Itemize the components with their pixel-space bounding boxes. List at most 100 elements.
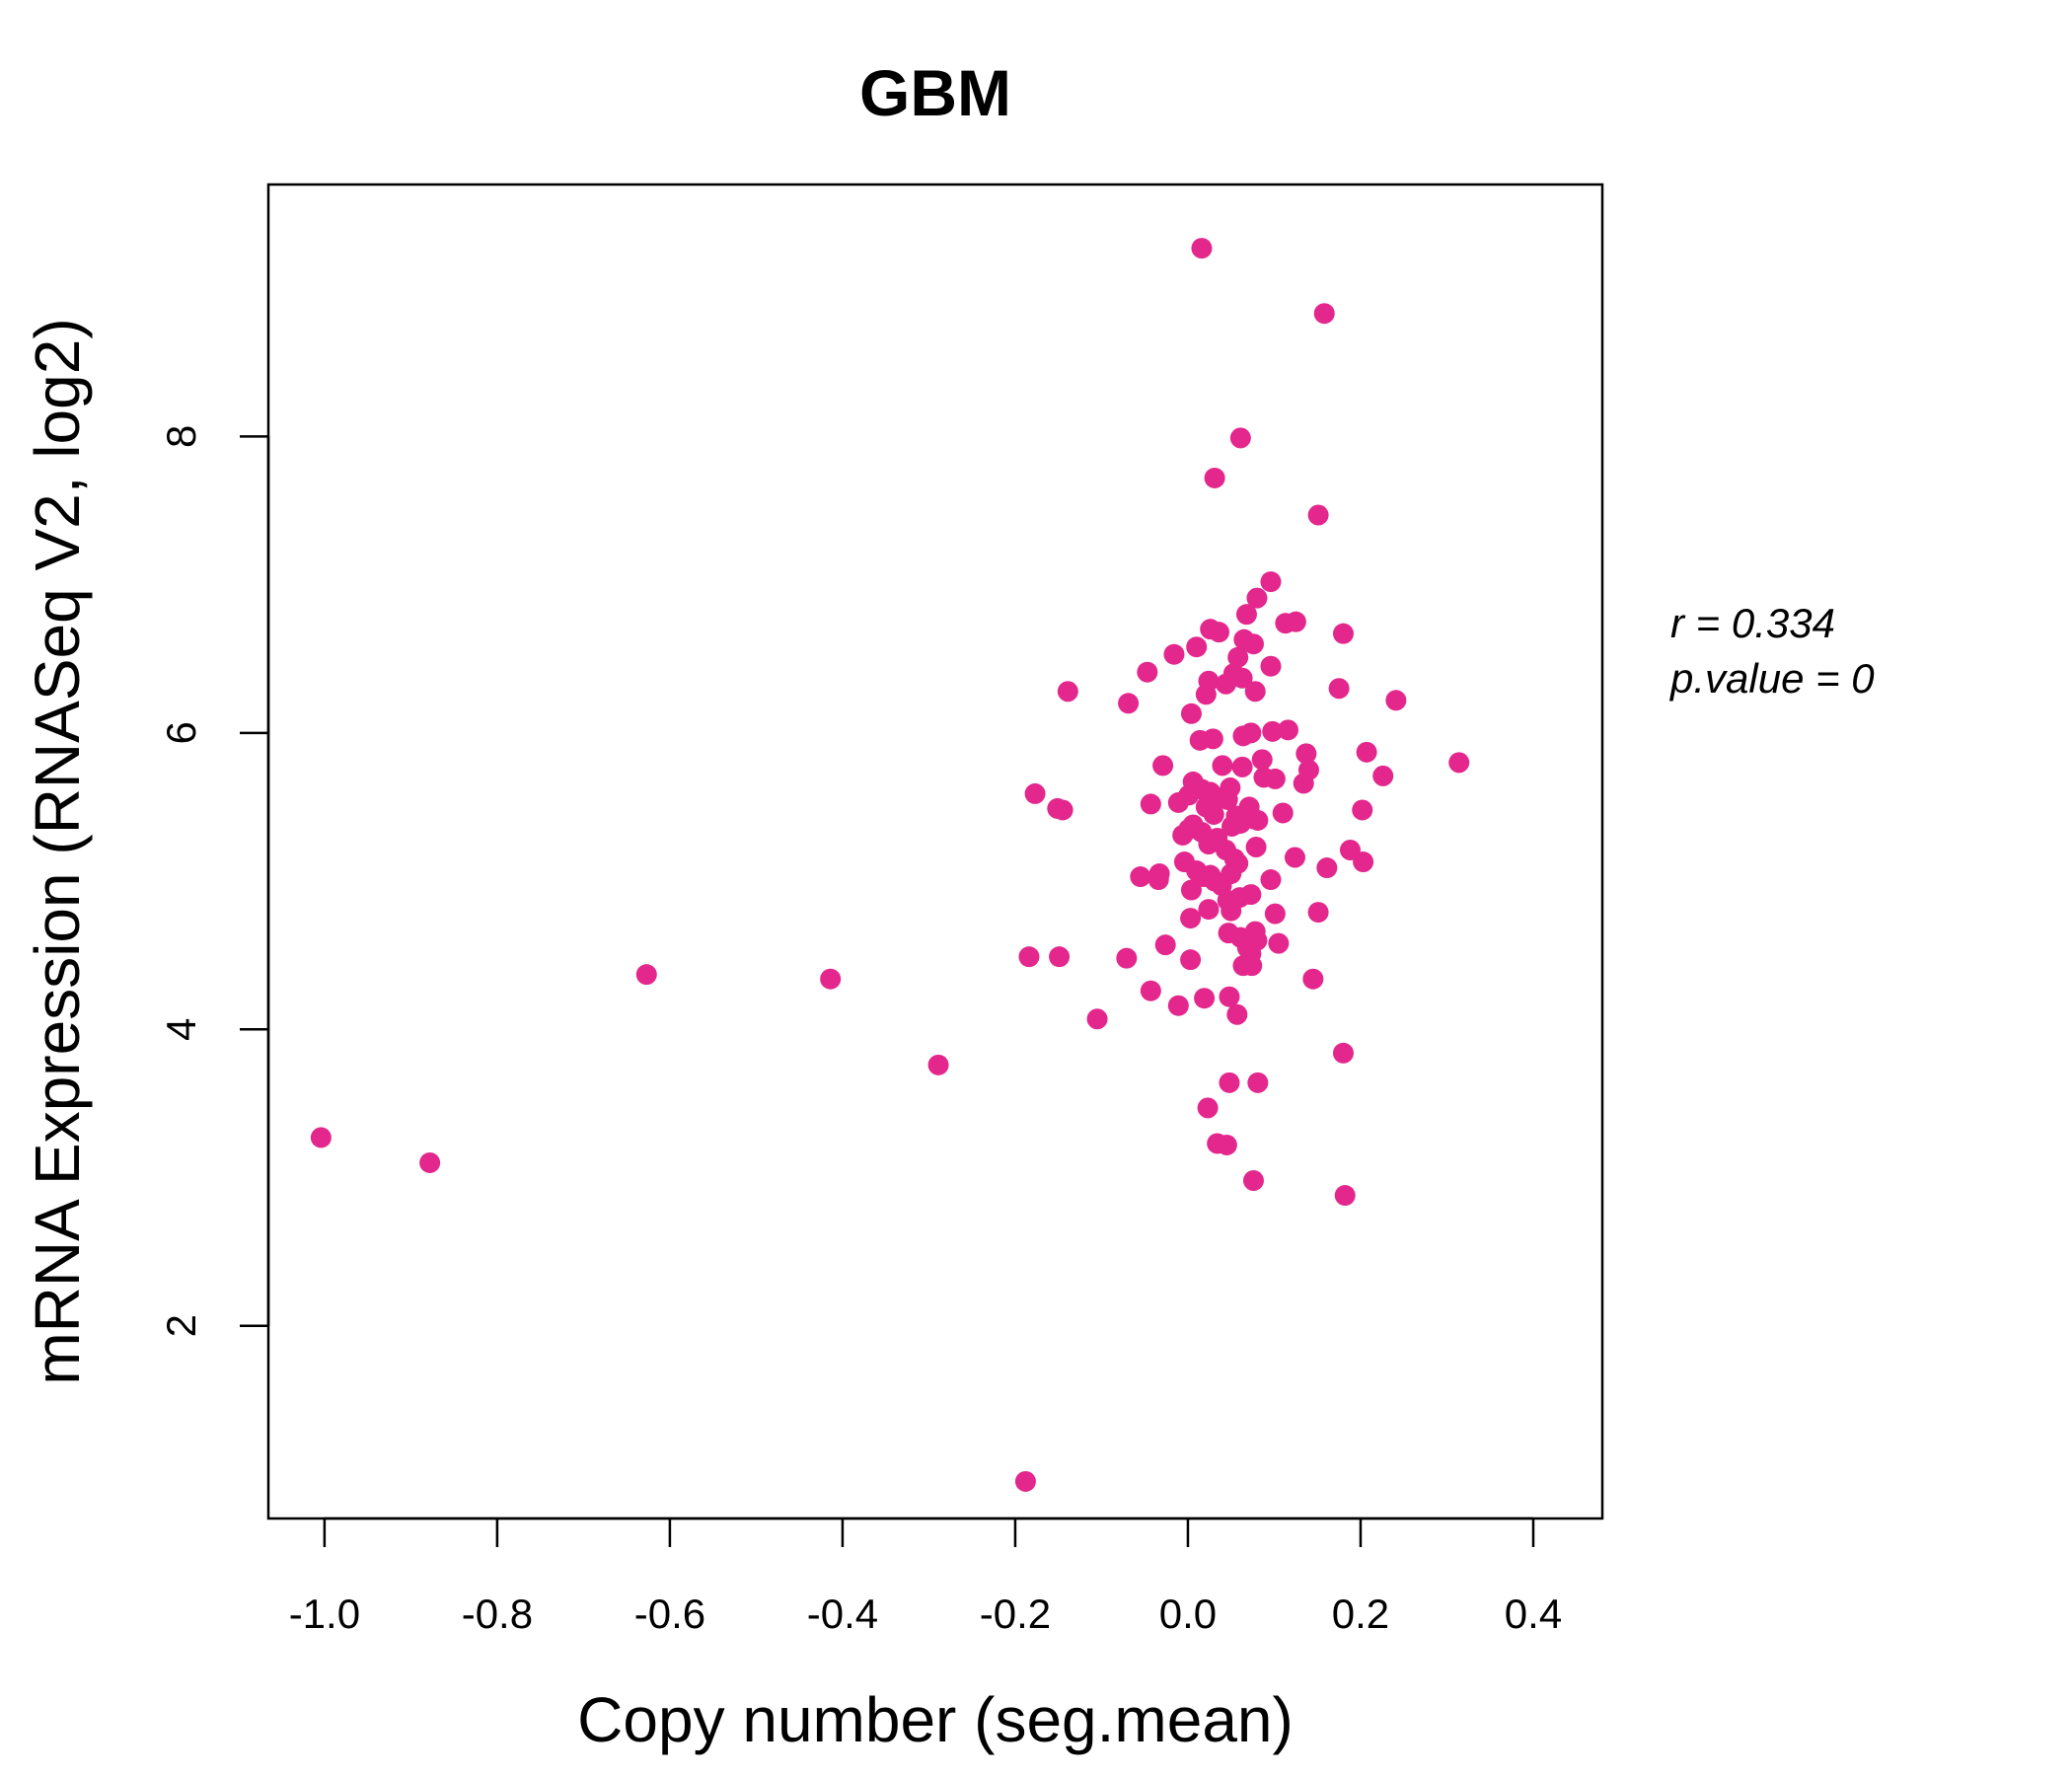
data-point [1334,1185,1356,1207]
data-point [1356,741,1377,763]
data-point [1212,755,1233,777]
data-point [1204,467,1225,488]
data-point [1049,946,1071,968]
data-point [1247,809,1269,831]
data-point [1242,1169,1264,1191]
data-point [1152,755,1174,777]
data-point [1332,623,1354,644]
data-point [1260,571,1282,593]
data-point [1284,847,1305,868]
data-point [1272,802,1294,824]
data-point [1217,788,1238,810]
x-tick-label: 0.2 [1332,1591,1389,1637]
data-point [1262,720,1284,742]
data-point [1232,725,1254,747]
data-point [1264,903,1286,925]
data-point [1226,1003,1248,1025]
x-axis-label: Copy number (seg.mean) [577,1684,1294,1755]
chart-title: GBM [859,56,1011,129]
data-point [1316,857,1338,879]
data-point [1307,902,1329,924]
x-tick-label: -1.0 [289,1591,360,1637]
data-point [1251,749,1273,771]
data-point [1057,681,1078,703]
data-point [1167,995,1189,1016]
data-point [1328,678,1350,700]
data-point [1313,303,1335,325]
plot-frame [266,183,1604,1520]
data-point [310,1127,332,1148]
data-point [1180,908,1202,929]
correlation-label: r = 0.334 [1670,600,1835,646]
data-point [1352,799,1373,821]
data-point [1208,622,1229,643]
data-point [1244,681,1266,703]
data-point [1137,661,1158,683]
data-point [1140,980,1161,1001]
data-point [1024,782,1046,804]
data-point [1167,791,1189,813]
data-point [1372,765,1394,786]
data-point [1154,934,1176,956]
data-point [1198,899,1220,921]
data-point [1191,238,1213,259]
data-point [1247,1072,1269,1093]
data-point [1268,932,1290,954]
data-point [1203,803,1224,825]
data-point [1235,604,1257,626]
data-point [1241,955,1263,977]
y-axis-label: mRNA Expression (RNASeq V2, log2) [22,318,93,1384]
data-point [927,1054,949,1075]
y-tick-label: 8 [158,425,204,448]
data-point [1086,1008,1108,1030]
data-point [1231,756,1253,777]
data-point [1215,673,1236,695]
data-point [1118,693,1140,714]
data-point [1163,643,1185,665]
data-point [1245,836,1267,857]
data-points [310,238,1470,1492]
data-point [1227,646,1249,668]
data-point [1014,1470,1036,1492]
x-tick-label: 0.4 [1505,1591,1562,1637]
data-point [1353,851,1374,873]
data-point [1260,869,1282,891]
data-point [1221,900,1242,922]
data-point [1277,719,1298,741]
y-tick-label: 4 [158,1018,204,1041]
data-point [1194,988,1216,1009]
x-tick-label: 0.0 [1159,1591,1217,1637]
p-value-label: p.value = 0 [1668,655,1875,702]
data-point [1216,1134,1237,1155]
data-point [1172,824,1194,846]
x-tick-label: -0.8 [462,1591,533,1637]
data-point [1180,703,1202,724]
data-point [1260,655,1282,677]
data-point [1018,946,1040,968]
data-point [419,1151,441,1173]
data-point [1332,1042,1354,1064]
data-point [635,964,657,986]
data-point [1231,667,1253,689]
data-point [1221,815,1243,837]
data-point [1293,773,1314,794]
x-axis: -1.0 -0.8 -0.6 -0.4 -0.2 0.0 0.2 0.4 [289,1517,1562,1637]
data-point [1052,799,1073,821]
data-point [1229,427,1251,449]
y-axis: 2 4 6 8 [158,425,270,1337]
data-point [1195,684,1217,705]
data-point [1197,1097,1219,1119]
data-point [1242,633,1264,655]
y-tick-label: 6 [158,721,204,744]
data-point [1448,752,1470,774]
data-point [1198,833,1220,854]
data-point [1275,613,1296,634]
data-point [1246,587,1268,609]
data-point [1140,793,1161,815]
x-tick-label: -0.6 [634,1591,705,1637]
x-tick-label: -0.4 [807,1591,878,1637]
y-tick-label: 2 [158,1314,204,1337]
data-point [1186,636,1208,658]
data-point [820,968,842,990]
